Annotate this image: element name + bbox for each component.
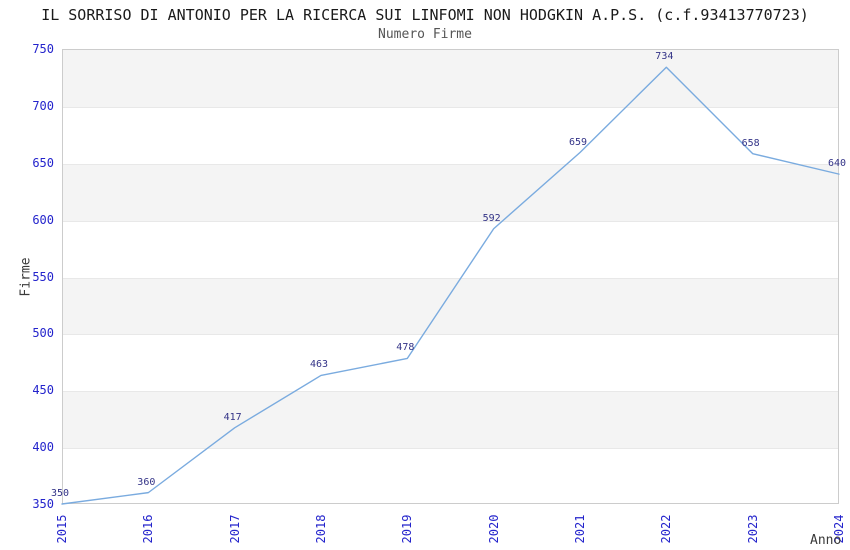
- gridline: [63, 448, 838, 450]
- signatures-line: [61, 66, 840, 505]
- plot-band: [63, 163, 838, 221]
- gridline: [63, 391, 838, 393]
- gridline: [63, 220, 838, 222]
- y-axis-title: Firme: [18, 257, 34, 297]
- gridline: [63, 277, 838, 279]
- chart-subtitle: Numero Firme: [378, 27, 472, 42]
- chart-title: IL SORRISO DI ANTONIO PER LA RICERCA SUI…: [41, 6, 809, 24]
- gridline: [63, 106, 838, 108]
- plot-band: [63, 391, 838, 449]
- plot-area: [62, 49, 839, 504]
- plot-band: [63, 50, 838, 107]
- gridline: [63, 334, 838, 336]
- x-axis-title: Anno: [810, 533, 842, 548]
- plot-band: [63, 277, 838, 335]
- gridline: [63, 163, 838, 165]
